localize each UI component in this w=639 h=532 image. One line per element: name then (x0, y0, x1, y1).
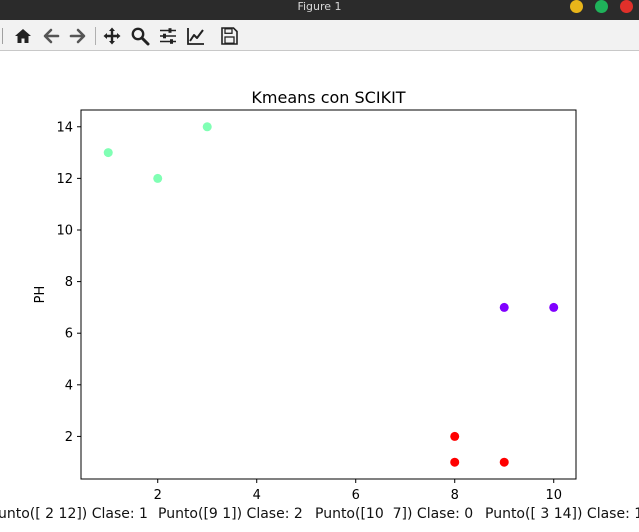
x-tick-label: 10 (545, 488, 562, 503)
x-tick-label: 2 (154, 488, 162, 503)
window-titlebar: Figure 1 (0, 0, 639, 20)
status-item: Punto([9 1]) Clase: 2 (158, 506, 303, 522)
zoom-icon[interactable] (129, 25, 151, 47)
x-tick-label: 4 (253, 488, 261, 503)
data-point (153, 173, 163, 183)
data-point (103, 148, 113, 158)
configure-subplots-icon[interactable] (157, 25, 179, 47)
edit-axis-icon[interactable] (185, 25, 207, 47)
y-tick-label: 12 (56, 172, 73, 187)
y-tick-label: 6 (65, 327, 73, 342)
status-item: Punto([10 7]) Clase: 0 (315, 506, 474, 522)
navigation-toolbar (0, 20, 639, 51)
maximize-button[interactable] (595, 0, 608, 13)
y-tick-label: 2 (65, 430, 73, 445)
x-tick-label: 8 (451, 488, 459, 503)
toolbar-separator (95, 27, 96, 45)
y-tick-label: 10 (56, 223, 73, 238)
data-point (549, 302, 559, 312)
home-icon[interactable] (12, 25, 34, 47)
data-point (450, 457, 460, 467)
chart-title: Kmeans con SCIKIT (251, 88, 405, 107)
figure-canvas[interactable]: 2 4 6 8 10 2 4 6 8 10 12 14 Kmeans con SCIKIT PH (0, 51, 639, 506)
axes-frame (80, 109, 577, 480)
close-button[interactable] (620, 0, 633, 13)
minimize-button[interactable] (570, 0, 583, 13)
y-tick-label: 4 (65, 378, 73, 393)
save-icon[interactable] (218, 25, 240, 47)
x-tick-label: 6 (352, 488, 360, 503)
pan-icon[interactable] (101, 25, 123, 47)
y-tick-label: 8 (65, 275, 73, 290)
y-axis-label: PH (33, 286, 48, 304)
toolbar-handle (2, 28, 3, 44)
status-item: Punto([ 3 14]) Clase: 1 (485, 506, 639, 522)
back-arrow-icon[interactable] (40, 25, 62, 47)
data-point (450, 431, 460, 441)
window-title: Figure 1 (297, 0, 342, 13)
data-point (202, 122, 212, 132)
data-point (499, 302, 509, 312)
status-item: unto([ 2 12]) Clase: 1 (0, 506, 148, 522)
status-bar: unto([ 2 12]) Clase: 1 Punto([9 1]) Clas… (0, 506, 639, 526)
data-point (499, 457, 509, 467)
y-tick-label: 14 (56, 120, 73, 135)
forward-arrow-icon[interactable] (67, 25, 89, 47)
